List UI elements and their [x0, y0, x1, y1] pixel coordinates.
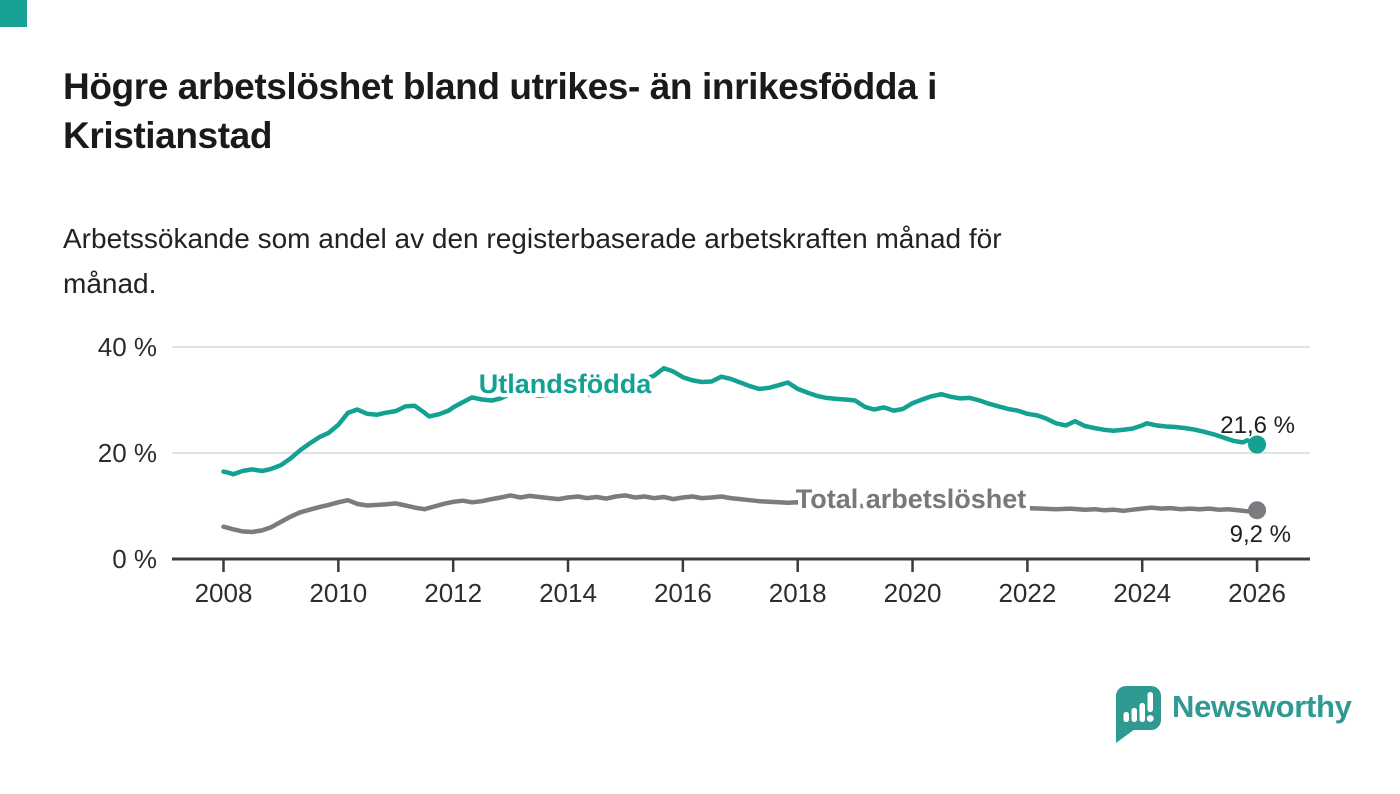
- logo-text: Newsworthy: [1172, 689, 1352, 724]
- x-tick-label: 2008: [195, 578, 253, 608]
- page-title: Högre arbetslöshet bland utrikes- än inr…: [63, 66, 937, 156]
- end-value-label: 21,6 %: [1220, 412, 1295, 439]
- x-tick-label: 2012: [424, 578, 482, 608]
- y-tick-label: 20 %: [98, 438, 157, 468]
- x-tick-label: 2018: [769, 578, 827, 608]
- y-tick-label: 0 %: [112, 544, 157, 574]
- series-label: Total arbetslöshet: [796, 484, 1027, 514]
- series-line-total-arbetsl-shet: [221, 493, 1260, 535]
- series-end-dot: [1248, 435, 1267, 454]
- end-value-label: 9,2 %: [1230, 521, 1291, 548]
- series-label: Utlandsfödda: [479, 369, 652, 399]
- x-tick-label: 2022: [998, 578, 1056, 608]
- x-tick-label: 2024: [1113, 578, 1171, 608]
- x-tick-label: 2010: [309, 578, 367, 608]
- page-subtitle: Arbetssökande som andel av den registerb…: [63, 223, 1002, 299]
- series-line-utlandsf-dda: [221, 365, 1260, 477]
- x-tick-label: 2016: [654, 578, 712, 608]
- y-tick-label: 40 %: [98, 332, 157, 362]
- accent-corner-square: [0, 0, 27, 27]
- x-tick-label: 2020: [884, 578, 942, 608]
- newsworthy-logo: Newsworthy: [1113, 684, 1352, 744]
- x-tick-label: 2026: [1228, 578, 1286, 608]
- logo-speech-bubble-icon: [1116, 686, 1161, 743]
- series-end-dot: [1248, 501, 1267, 520]
- x-tick-label: 2014: [539, 578, 597, 608]
